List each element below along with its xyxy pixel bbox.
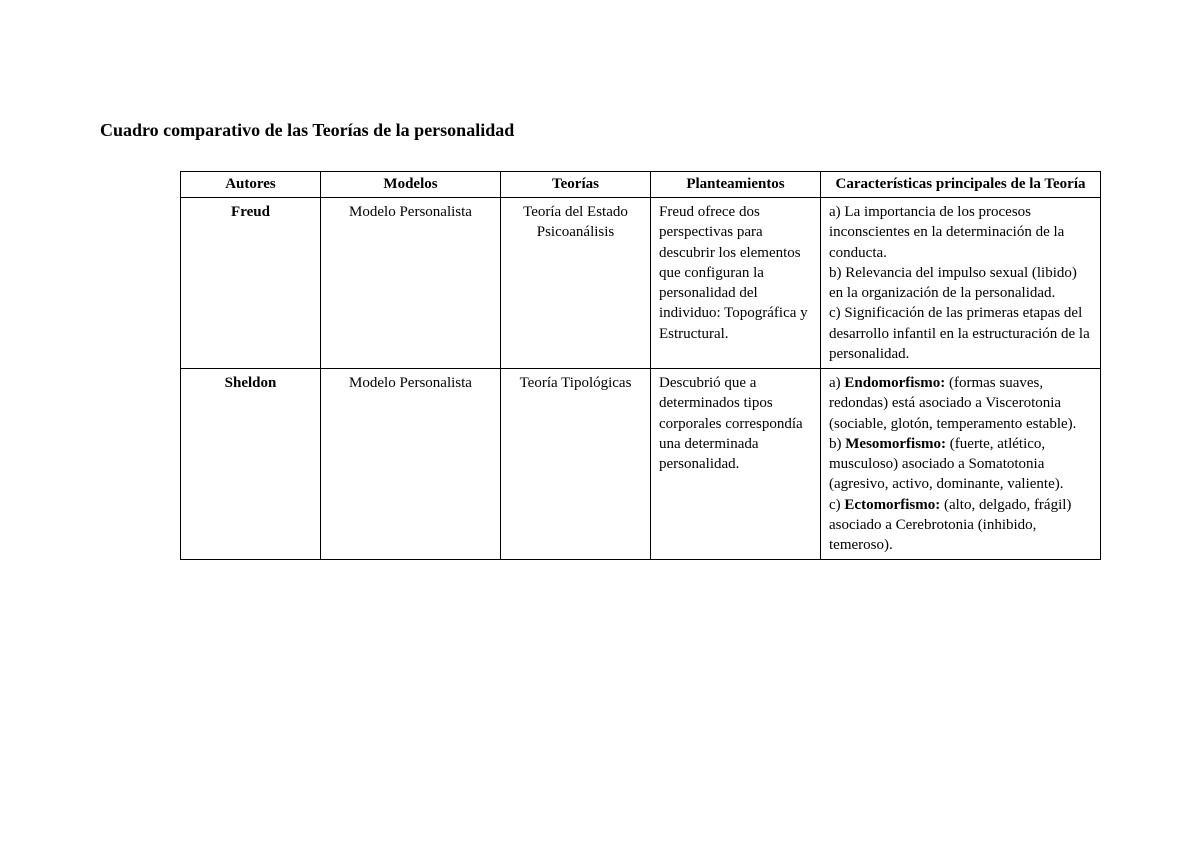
char-a-text: La importancia de los procesos inconscie…	[829, 204, 1064, 261]
char-c-text: Significación de las primeras etapas del…	[829, 305, 1090, 362]
comparison-table: Autores Modelos Teorías Planteamientos C…	[180, 171, 1101, 560]
cell-caracteristicas: a) La importancia de los procesos incons…	[821, 198, 1101, 369]
cell-autor: Sheldon	[181, 369, 321, 560]
col-header-modelos: Modelos	[321, 172, 501, 198]
char-a-bold: Endomorfismo:	[844, 375, 945, 391]
col-header-caracteristicas: Características principales de la Teoría	[821, 172, 1101, 198]
table-row: Freud Modelo Personalista Teoría del Est…	[181, 198, 1101, 369]
char-b-text: Relevancia del impulso sexual (libido) e…	[829, 265, 1077, 301]
cell-teoria: Teoría Tipológicas	[501, 369, 651, 560]
char-c-bold: Ectomorfismo:	[844, 497, 940, 513]
page-title: Cuadro comparativo de las Teorías de la …	[100, 120, 1100, 141]
col-header-planteamientos: Planteamientos	[651, 172, 821, 198]
char-b-prefix: b)	[829, 265, 845, 281]
table-header-row: Autores Modelos Teorías Planteamientos C…	[181, 172, 1101, 198]
cell-planteamiento: Descubrió que a determinados tipos corpo…	[651, 369, 821, 560]
char-b-prefix: b)	[829, 436, 845, 452]
cell-planteamiento: Freud ofrece dos perspectivas para descu…	[651, 198, 821, 369]
char-a-prefix: a)	[829, 375, 844, 391]
cell-modelo: Modelo Personalista	[321, 369, 501, 560]
cell-autor: Freud	[181, 198, 321, 369]
cell-teoria: Teoría del Estado Psicoanálisis	[501, 198, 651, 369]
cell-modelo: Modelo Personalista	[321, 198, 501, 369]
char-c-prefix: c)	[829, 497, 844, 513]
cell-caracteristicas: a) Endomorfismo: (formas suaves, redonda…	[821, 369, 1101, 560]
char-a-prefix: a)	[829, 204, 844, 220]
char-c-prefix: c)	[829, 305, 844, 321]
char-b-bold: Mesomorfismo:	[845, 436, 946, 452]
col-header-autores: Autores	[181, 172, 321, 198]
table-row: Sheldon Modelo Personalista Teoría Tipol…	[181, 369, 1101, 560]
col-header-teorias: Teorías	[501, 172, 651, 198]
